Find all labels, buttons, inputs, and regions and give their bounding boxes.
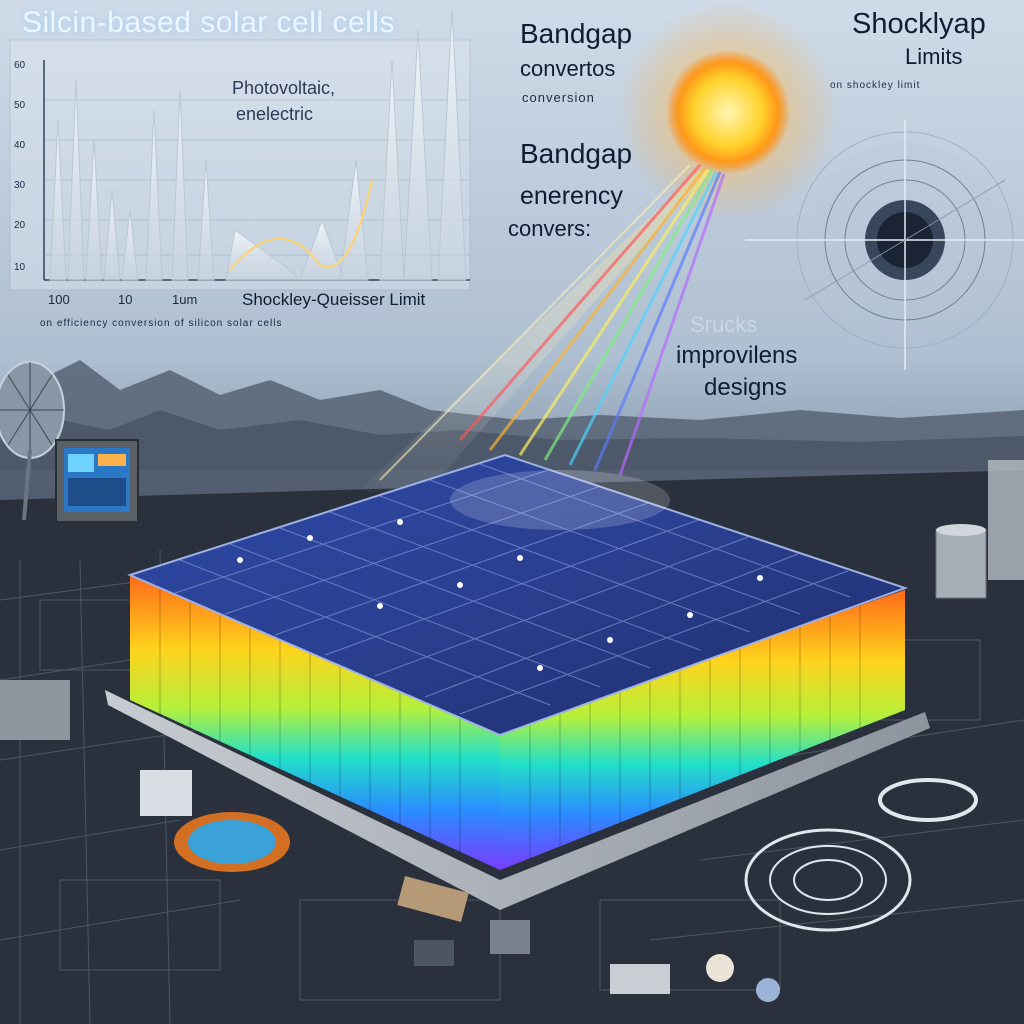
srucks-label: Srucks [690, 312, 758, 337]
conversion-small-label: conversion [522, 90, 595, 105]
y-tick-label: 50 [14, 100, 26, 111]
canister [935, 460, 1024, 599]
shockley-label-1: Shocklyap [852, 8, 986, 40]
designs-label: designs [704, 374, 787, 401]
solar-panel [127, 453, 909, 737]
bandgap-label-1: Bandgap [520, 18, 633, 49]
circular-diagram [745, 120, 1024, 370]
shockley-queisser-label: Shockley-Queisser Limit [242, 290, 426, 309]
floor-gadgets [0, 680, 978, 1002]
improvements-label: improvilens [676, 342, 798, 369]
y-tick-label: 40 [14, 140, 26, 151]
bandgap-label-2: Bandgap [520, 138, 633, 169]
enerency-label: enerency [520, 182, 623, 210]
monitor [55, 439, 139, 523]
x-tick-label: 100 [48, 292, 70, 307]
electric-label: enelectric [236, 104, 314, 124]
x-tick-label: 10 [118, 292, 133, 307]
satellite-dish [0, 361, 65, 521]
x-tick-label: 1um [172, 292, 198, 307]
convertos-label: convertos [520, 56, 616, 81]
y-tick-label: 20 [14, 220, 26, 231]
spectrum-chart [9, 9, 471, 291]
shockley-small-label: on shockley limit [830, 80, 921, 91]
light-beams [360, 164, 726, 500]
sun [666, 50, 790, 174]
y-tick-label: 60 [14, 60, 26, 71]
y-tick-label: 10 [14, 262, 26, 273]
top-title: Silcin-based solar cell cells [22, 6, 395, 39]
y-tick-label: 30 [14, 180, 26, 191]
module-rainbow-columns [130, 575, 905, 870]
convers-label: convers: [508, 216, 592, 241]
photovoltaic-label: Photovoltaic, [232, 78, 336, 98]
shockley-label-2: Limits [905, 44, 963, 69]
axis-caption: on efficiency conversion of silicon sola… [40, 318, 283, 329]
